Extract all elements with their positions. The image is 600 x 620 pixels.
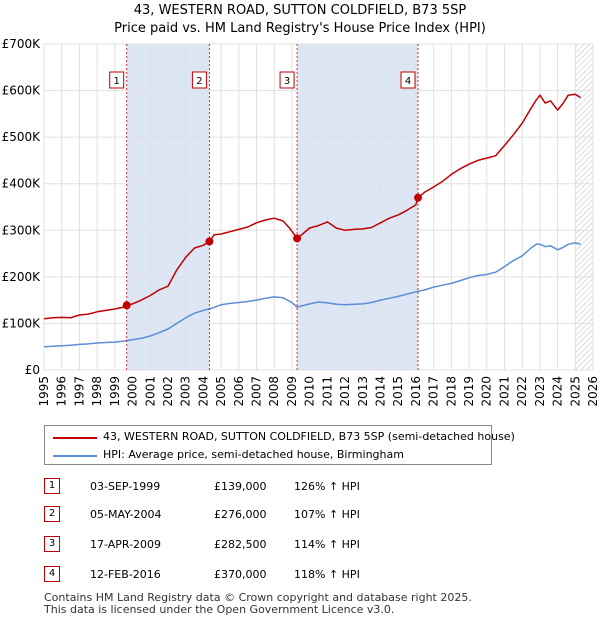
transaction-number-badge: 4 [44, 566, 60, 582]
sale-marker-label: 1 [114, 76, 120, 87]
legend-item-hpi: HPI: Average price, semi-detached house,… [45, 446, 491, 464]
legend-label-hpi: HPI: Average price, semi-detached house,… [103, 448, 404, 461]
x-tick-label: 2010 [303, 376, 317, 407]
legend-swatch-property [53, 437, 97, 439]
transaction-price: £282,500 [214, 538, 267, 551]
price-chart: 43, WESTERN ROAD, SUTTON COLDFIELD, B73 … [2, 3, 600, 407]
x-tick-label: 2000 [126, 376, 140, 407]
x-tick-label: 1995 [37, 376, 51, 407]
sale-marker-box [191, 71, 207, 89]
x-tick-label: 2013 [356, 376, 370, 407]
sale-marker-box [279, 71, 295, 89]
y-tick-label: £200K [2, 270, 42, 284]
table-row: 4 12-FEB-2016 £370,000 118% ↑ HPI [44, 566, 464, 584]
x-tick-label: 2008 [267, 376, 281, 407]
transaction-date: 17-APR-2009 [90, 538, 162, 551]
x-tick-label: 2024 [551, 376, 565, 407]
sale-point [122, 301, 131, 310]
x-tick-label: 2026 [586, 376, 600, 407]
x-tick-label: 2021 [497, 376, 511, 407]
x-tick-label: 1999 [108, 376, 122, 407]
y-tick-label: £100K [2, 316, 42, 330]
x-tick-label: 2017 [427, 376, 441, 407]
x-tick-label: 2006 [232, 376, 246, 407]
table-row: 2 05-MAY-2004 £276,000 107% ↑ HPI [44, 506, 464, 524]
x-tick-label: 2014 [373, 376, 387, 407]
footer-line-1: Contains HM Land Registry data © Crown c… [44, 591, 472, 604]
shaded-ownership-band [297, 44, 419, 370]
x-tick-label: 2015 [391, 376, 405, 407]
transaction-hpi-change: 118% ↑ HPI [294, 568, 360, 581]
marker-layer: 1 2 3 4 [109, 44, 423, 370]
gridlines [43, 43, 594, 371]
series-line [43, 93, 581, 320]
y-tick-label: £0 [25, 363, 40, 377]
x-tick-label: 2011 [320, 376, 334, 407]
y-tick-label: £700K [2, 37, 42, 51]
x-tick-label: 2003 [179, 376, 193, 407]
footer-attribution: Contains HM Land Registry data © Crown c… [44, 592, 472, 616]
sale-marker-label: 3 [284, 76, 290, 87]
sale-point [414, 193, 423, 202]
transaction-hpi-change: 126% ↑ HPI [294, 480, 360, 493]
sale-marker-label: 4 [405, 76, 411, 87]
x-tick-label: 2002 [161, 376, 175, 407]
transaction-hpi-change: 114% ↑ HPI [294, 538, 360, 551]
sale-marker-box [109, 71, 125, 89]
y-tick-label: £400K [2, 177, 42, 191]
y-tick-label: £600K [2, 84, 42, 98]
x-tick-label: 2020 [480, 376, 494, 407]
x-tick-label: 2005 [214, 376, 228, 407]
transaction-price: £276,000 [214, 508, 267, 521]
sale-marker-box [400, 71, 416, 89]
x-tick-label: 1998 [90, 376, 104, 407]
x-tick-label: 2004 [196, 376, 210, 407]
legend-label-property: 43, WESTERN ROAD, SUTTON COLDFIELD, B73 … [103, 430, 515, 443]
table-row: 1 03-SEP-1999 £139,000 126% ↑ HPI [44, 478, 464, 496]
legend-item-property: 43, WESTERN ROAD, SUTTON COLDFIELD, B73 … [45, 428, 515, 446]
legend: 43, WESTERN ROAD, SUTTON COLDFIELD, B73 … [44, 425, 515, 465]
series-layer [43, 93, 581, 348]
sale-point [293, 234, 302, 243]
x-tick-label: 2019 [462, 376, 476, 407]
transaction-number-badge: 3 [44, 536, 60, 552]
x-tick-label: 2018 [444, 376, 458, 407]
series-line [43, 242, 581, 348]
x-tick-label: 2025 [568, 376, 582, 407]
x-tick-label: 2001 [143, 376, 157, 407]
transaction-price: £139,000 [214, 480, 267, 493]
transaction-number-badge: 2 [44, 506, 60, 522]
transaction-date: 03-SEP-1999 [90, 480, 161, 493]
sale-marker-label: 2 [196, 76, 202, 87]
transaction-hpi-change: 107% ↑ HPI [294, 508, 360, 521]
x-tick-label: 2007 [250, 376, 264, 407]
x-tick-label: 1996 [55, 376, 69, 407]
footer-line-2: This data is licensed under the Open Gov… [44, 603, 395, 616]
transaction-number-badge: 1 [44, 478, 60, 494]
chart-title-line1: 43, WESTERN ROAD, SUTTON COLDFIELD, B73 … [134, 3, 467, 18]
x-tick-label: 2022 [515, 376, 529, 407]
transaction-price: £370,000 [214, 568, 267, 581]
x-axis: 1995 1996 1997 1998 1999 2000 2001 2002 2003 2004… [37, 376, 600, 407]
x-tick-label: 2009 [285, 376, 299, 407]
chart-title-line2: Price paid vs. HM Land Registry's House … [114, 21, 486, 36]
projection-hatch [575, 44, 593, 370]
transaction-date: 05-MAY-2004 [90, 508, 162, 521]
y-tick-label: £300K [2, 223, 42, 237]
transaction-date: 12-FEB-2016 [90, 568, 161, 581]
x-tick-label: 2016 [409, 376, 423, 407]
table-row: 3 17-APR-2009 £282,500 114% ↑ HPI [44, 536, 464, 554]
x-tick-label: 2023 [533, 376, 547, 407]
y-tick-label: £500K [2, 130, 42, 144]
x-tick-label: 1997 [72, 376, 86, 407]
y-axis: £0 £100K £200K £300K £400K £500K £600K £700K [2, 37, 42, 377]
legend-swatch-hpi [53, 455, 97, 457]
sale-point [205, 237, 214, 246]
x-tick-label: 2012 [338, 376, 352, 407]
